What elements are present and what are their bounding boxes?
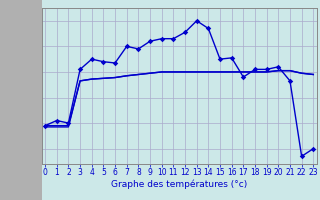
X-axis label: Graphe des températures (°c): Graphe des températures (°c) — [111, 180, 247, 189]
